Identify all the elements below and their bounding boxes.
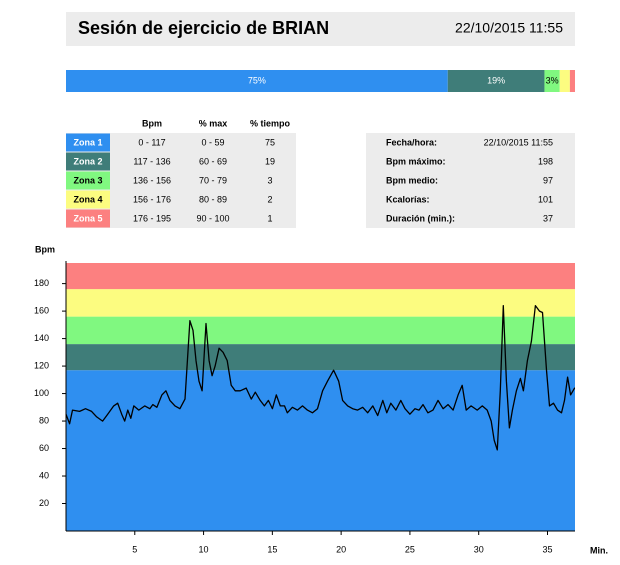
zone-pct-max: 60 - 69: [199, 156, 227, 166]
x-tick-label: 10: [199, 544, 209, 554]
zone-time: 75: [265, 137, 275, 147]
y-axis-label: Bpm: [35, 244, 55, 254]
time-bar-segment: [569, 70, 575, 92]
time-bar-label: 19%: [487, 75, 505, 85]
zone-time: 1: [267, 213, 272, 223]
y-tick-label: 120: [34, 360, 49, 370]
column-header: % max: [199, 118, 228, 128]
time-bar-segment: [544, 70, 560, 92]
zone-bpm: 136 - 156: [133, 175, 171, 185]
y-tick-label: 80: [39, 415, 49, 425]
x-tick-label: 5: [132, 544, 137, 554]
y-tick-label: 40: [39, 470, 49, 480]
summary-table-bg: [366, 133, 575, 228]
zone-pct-max: 90 - 100: [196, 213, 229, 223]
zone-time: 19: [265, 156, 275, 166]
summary-value: 97: [543, 175, 553, 185]
x-tick-label: 30: [474, 544, 484, 554]
zone-name: Zona 3: [73, 175, 102, 185]
zone-color-cell: [66, 133, 110, 152]
summary-label: Kcalorías:: [386, 194, 430, 204]
title: Sesión de ejercicio de BRIAN: [78, 18, 329, 38]
zone-name: Zona 4: [73, 194, 102, 204]
y-tick-label: 60: [39, 443, 49, 453]
zone-bpm: 176 - 195: [133, 213, 171, 223]
time-bar-segment: [447, 70, 545, 92]
time-bar-label: 3%: [546, 75, 559, 85]
zone-band: [66, 289, 575, 317]
zone-color-cell: [66, 209, 110, 228]
header-datetime: 22/10/2015 11:55: [455, 20, 563, 36]
zone-name: Zona 5: [73, 213, 102, 223]
time-bar-label: 75%: [248, 75, 266, 85]
summary-value: 101: [538, 194, 553, 204]
zone-pct-max: 70 - 79: [199, 175, 227, 185]
zone-band: [66, 344, 575, 371]
column-header: % tiempo: [250, 118, 291, 128]
time-bar-segment: [66, 70, 448, 92]
zone-band: [66, 263, 575, 290]
y-tick-label: 180: [34, 278, 49, 288]
zone-time: 3: [267, 175, 272, 185]
zone-pct-max: 80 - 89: [199, 194, 227, 204]
summary-value: 37: [543, 213, 553, 223]
zone-time: 2: [267, 194, 272, 204]
zone-name: Zona 1: [73, 137, 102, 147]
heart-rate-line: [65, 304, 576, 451]
summary-label: Bpm medio:: [386, 175, 438, 185]
header-box: [66, 12, 575, 46]
summary-label: Fecha/hora:: [386, 137, 437, 147]
time-bar-segment: [559, 70, 570, 92]
y-tick-label: 160: [34, 305, 49, 315]
x-tick-label: 25: [405, 544, 415, 554]
summary-label: Duración (min.):: [386, 213, 455, 223]
zone-band: [66, 370, 575, 531]
zone-band: [66, 316, 575, 345]
zone-color-cell: [66, 152, 110, 171]
zone-pct-max: 0 - 59: [201, 137, 224, 147]
column-header: Bpm: [142, 118, 162, 128]
zone-bpm: 156 - 176: [133, 194, 171, 204]
y-tick-label: 20: [39, 498, 49, 508]
zone-name: Zona 2: [73, 156, 102, 166]
zone-color-cell: [66, 171, 110, 190]
x-tick-label: 15: [267, 544, 277, 554]
x-tick-label: 35: [542, 544, 552, 554]
y-tick-label: 140: [34, 333, 49, 343]
summary-value: 22/10/2015 11:55: [484, 137, 553, 147]
zone-bpm: 117 - 136: [133, 156, 170, 166]
y-tick-label: 100: [34, 388, 49, 398]
zone-color-cell: [66, 190, 110, 209]
x-axis-label: Min.: [590, 545, 608, 555]
summary-label: Bpm máximo:: [386, 156, 446, 166]
summary-value: 198: [538, 156, 553, 166]
x-tick-label: 20: [336, 544, 346, 554]
zone-bpm: 0 - 117: [138, 137, 165, 147]
